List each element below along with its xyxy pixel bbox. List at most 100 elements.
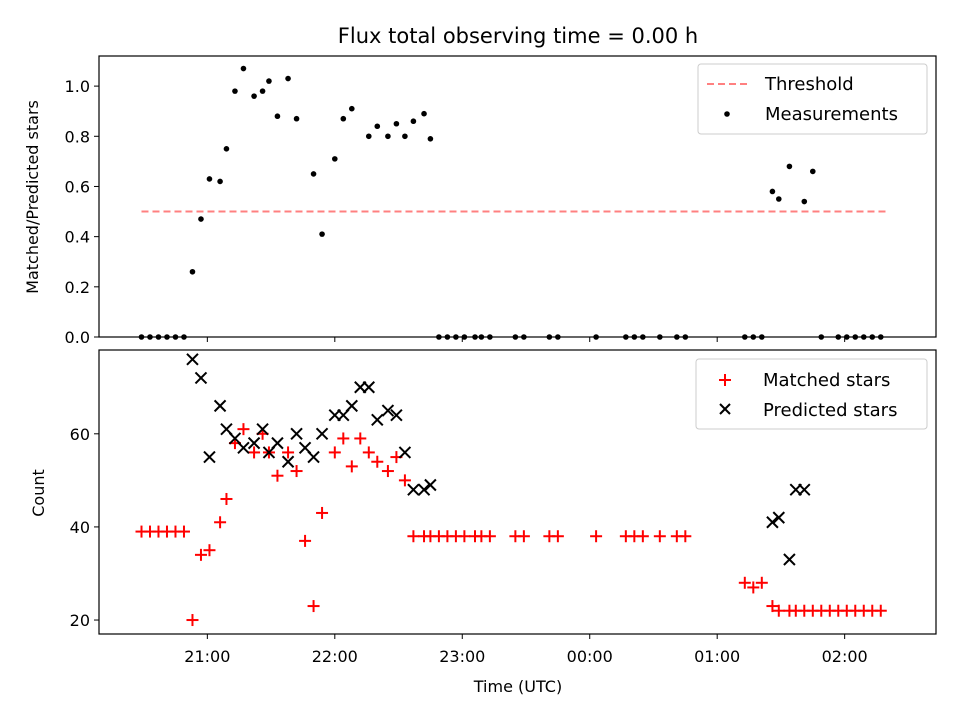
measurement-point bbox=[555, 334, 561, 340]
matched-star-point bbox=[282, 446, 295, 459]
predicted-star-point bbox=[271, 436, 284, 450]
measurement-point bbox=[365, 133, 372, 140]
measurement-point bbox=[274, 113, 281, 120]
measurement-point bbox=[427, 135, 434, 142]
matched-star-point bbox=[186, 614, 199, 627]
measurement-point bbox=[223, 146, 230, 152]
measurement-point bbox=[759, 334, 765, 340]
y-tick-label: 0.2 bbox=[65, 278, 90, 297]
bottom-y-ticks: 20 40 60 bbox=[70, 425, 99, 630]
measurement-point bbox=[546, 334, 553, 340]
legend-threshold-label: Threshold bbox=[764, 74, 854, 95]
measurement-point bbox=[444, 334, 451, 340]
matched-star-point bbox=[483, 530, 496, 543]
measurement-point bbox=[674, 334, 680, 340]
predicted-star-point bbox=[203, 450, 216, 464]
measurement-point bbox=[877, 334, 884, 340]
measurement-point bbox=[835, 334, 842, 340]
matched-star-point bbox=[290, 465, 303, 478]
matched-star-point bbox=[203, 544, 216, 557]
measurement-point bbox=[786, 163, 793, 170]
matched-star-point bbox=[653, 530, 666, 543]
bottom-legend-box bbox=[695, 358, 928, 430]
measurement-point bbox=[742, 334, 748, 340]
measurement-point bbox=[155, 334, 162, 340]
x-tick-label: 02:00 bbox=[822, 647, 868, 666]
predicted-star-point bbox=[213, 399, 227, 413]
legend-measurements-swatch bbox=[724, 111, 730, 117]
matched-star-point bbox=[458, 530, 471, 543]
top-legend-box bbox=[697, 63, 928, 135]
measurement-point bbox=[472, 334, 478, 340]
measurement-point bbox=[521, 334, 527, 340]
matched-star-point bbox=[371, 455, 384, 468]
measurement-point bbox=[593, 334, 599, 340]
matched-star-point bbox=[299, 534, 312, 547]
measurement-point bbox=[393, 120, 400, 127]
legend-predicted-label: Predicted stars bbox=[763, 400, 897, 421]
y-tick-label: 20 bbox=[70, 611, 90, 630]
predicted-star-point bbox=[362, 381, 376, 394]
top-y-ticks: 0.0 0.2 0.4 0.6 0.8 1.0 bbox=[65, 77, 99, 347]
predicted-star-point bbox=[390, 408, 403, 422]
predicted-star-point bbox=[407, 483, 420, 496]
x-axis-label: Time (UTC) bbox=[473, 677, 562, 696]
measurement-point bbox=[232, 88, 238, 94]
bottom-x-ticks: 21:00 22:00 23:00 00:00 01:00 02:00 bbox=[184, 634, 868, 666]
predicted-star-point bbox=[256, 422, 269, 436]
measurement-point bbox=[319, 231, 325, 237]
y-tick-label: 0.4 bbox=[65, 228, 90, 247]
measurement-point bbox=[164, 334, 170, 340]
measurement-point bbox=[172, 334, 179, 340]
matched-star-point bbox=[398, 474, 411, 487]
measurement-point bbox=[631, 334, 638, 340]
matched-star-point bbox=[381, 465, 394, 478]
x-tick-label: 01:00 bbox=[694, 647, 740, 666]
measurement-point bbox=[217, 178, 223, 185]
matched-star-point bbox=[214, 516, 227, 529]
matched-star-point bbox=[407, 530, 420, 543]
y-tick-label: 0.8 bbox=[65, 127, 90, 146]
measurement-point bbox=[843, 334, 850, 340]
matched-star-point bbox=[590, 530, 603, 543]
matched-star-point bbox=[337, 432, 350, 445]
matched-star-point bbox=[194, 548, 207, 561]
y-tick-label: 40 bbox=[70, 518, 90, 537]
predicted-star-point bbox=[766, 516, 779, 529]
measurement-point bbox=[487, 334, 493, 340]
matched-star-point bbox=[772, 604, 785, 617]
measurement-point bbox=[402, 133, 408, 140]
bottom-panel: 20 40 60 21:00 22:00 23:00 00:00 01:00 02:00 Co… bbox=[29, 349, 937, 696]
bottom-y-axis-label: Count bbox=[29, 469, 48, 517]
predicted-star-point bbox=[315, 427, 329, 441]
matched-star-point bbox=[354, 432, 367, 445]
matched-star-point bbox=[636, 530, 649, 543]
measurement-point bbox=[251, 93, 257, 99]
top-marks bbox=[138, 65, 890, 340]
top-legend: Threshold Measurements bbox=[697, 63, 928, 135]
measurement-point bbox=[181, 334, 187, 340]
predicted-star-point bbox=[371, 413, 384, 427]
matched-star-point bbox=[237, 423, 250, 436]
matched-star-point bbox=[248, 446, 261, 459]
measurement-point bbox=[340, 115, 347, 122]
measurement-point bbox=[198, 216, 204, 222]
measurement-point bbox=[240, 65, 247, 72]
matched-star-point bbox=[874, 604, 887, 617]
matched-star-point bbox=[551, 530, 564, 543]
top-panel: 0.0 0.2 0.4 0.6 0.8 1.0 Matched/Predicted sta… bbox=[23, 55, 937, 347]
measurement-point bbox=[374, 123, 381, 130]
measurement-point bbox=[512, 334, 519, 340]
matched-star-point bbox=[738, 576, 751, 589]
y-tick-label: 0.0 bbox=[65, 328, 90, 347]
predicted-star-point bbox=[290, 427, 303, 441]
legend-measurements-label: Measurements bbox=[765, 104, 898, 125]
measurement-point bbox=[189, 268, 196, 275]
measurement-point bbox=[775, 196, 782, 202]
top-y-axis-label: Matched/Predicted stars bbox=[23, 100, 42, 294]
measurement-point bbox=[332, 156, 338, 162]
predicted-star-point bbox=[281, 455, 295, 468]
measurement-point bbox=[801, 198, 808, 205]
bottom-marks bbox=[135, 353, 887, 627]
